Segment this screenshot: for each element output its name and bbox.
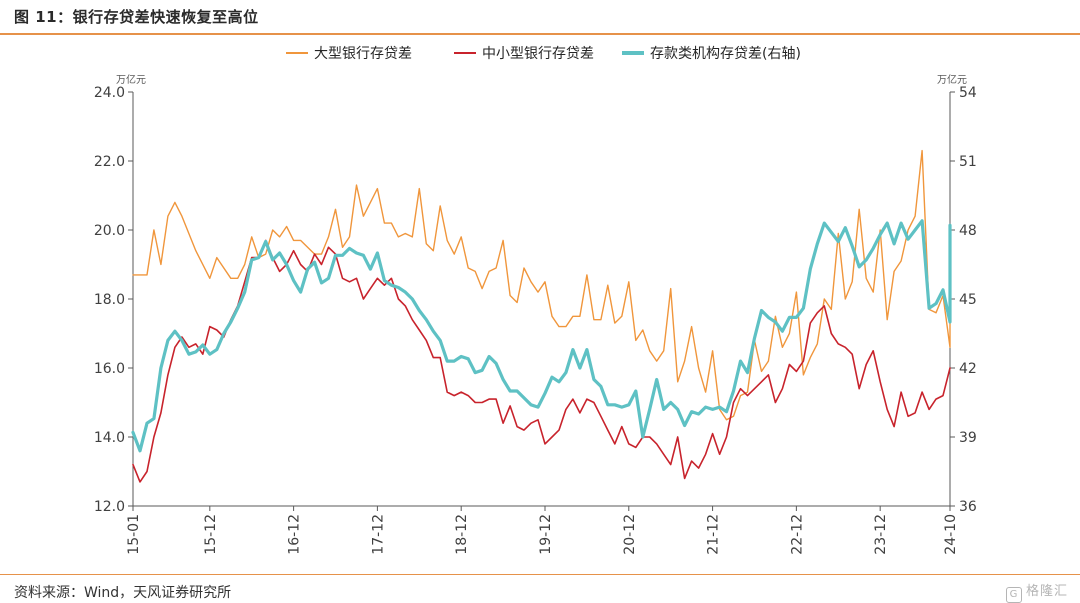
- y-right-unit-label: 万亿元: [937, 73, 967, 86]
- legend-item-small-medium-banks: 中小型银行存贷差: [454, 46, 594, 62]
- series-line-deposit-institutions: [131, 219, 952, 453]
- y-right-tick-label: 36: [959, 499, 977, 515]
- y-left-tick-label: 20.0: [94, 223, 125, 239]
- top-rule: [0, 33, 1080, 35]
- figure-title: 图 11：银行存贷差快速恢复至高位: [14, 8, 259, 26]
- axes: 12.0 14.0 16.0 18.0 20.0 22.0 24.0 36 39 42 45 48 51…: [94, 85, 977, 555]
- y-right-tick-label: 48: [959, 223, 977, 239]
- x-tick-label: 16-12: [287, 514, 303, 555]
- legend-label-deposit-institutions: 存款类机构存贷差(右轴): [650, 46, 801, 62]
- x-tick-label: 21-12: [706, 514, 722, 555]
- y-left-tick-label: 16.0: [94, 361, 125, 377]
- y-right-tick-label: 51: [959, 154, 977, 170]
- y-right-tick-label: 54: [959, 85, 977, 101]
- source-note: 资料来源：Wind，天风证券研究所: [14, 585, 232, 601]
- watermark: G 格隆汇: [1005, 580, 1068, 603]
- y-left-tick-label: 18.0: [94, 292, 125, 308]
- y-left-tick-label: 22.0: [94, 154, 125, 170]
- y-right-tick-label: 39: [959, 430, 977, 446]
- x-tick-label: 15-01: [126, 514, 142, 555]
- y-right-tick-label: 45: [959, 292, 977, 308]
- x-tick-label: 23-12: [873, 514, 889, 555]
- chart: 大型银行存贷差 中小型银行存贷差 存款类机构存贷差(右轴) 万亿元 万亿元 12.0…: [94, 46, 977, 555]
- series-layer: [131, 149, 952, 483]
- x-tick-label: 20-12: [622, 514, 638, 555]
- series-line-large-banks: [132, 149, 951, 421]
- y-left-unit-label: 万亿元: [116, 73, 146, 86]
- legend-label-large-banks: 大型银行存贷差: [314, 46, 412, 62]
- x-tick-label: 17-12: [370, 514, 386, 555]
- legend-label-small-medium-banks: 中小型银行存贷差: [482, 46, 594, 62]
- bottom-rule: [0, 574, 1080, 575]
- series-line-small-medium-banks: [132, 239, 951, 483]
- legend: 大型银行存贷差 中小型银行存贷差 存款类机构存贷差(右轴): [286, 46, 801, 62]
- watermark-logo-icon: G: [1005, 587, 1022, 603]
- watermark-text: 格隆汇: [1025, 584, 1068, 599]
- legend-item-large-banks: 大型银行存贷差: [286, 46, 412, 62]
- x-tick-label: 18-12: [454, 514, 470, 555]
- x-tick-label: 22-12: [789, 514, 805, 555]
- x-tick-label: 24-10: [943, 514, 959, 555]
- y-right-tick-label: 42: [959, 361, 977, 377]
- y-left-tick-label: 14.0: [94, 430, 125, 446]
- legend-item-deposit-institutions: 存款类机构存贷差(右轴): [622, 46, 801, 62]
- y-left-tick-label: 24.0: [94, 85, 125, 101]
- x-tick-label: 19-12: [538, 514, 554, 555]
- x-tick-label: 15-12: [203, 514, 219, 555]
- y-left-tick-label: 12.0: [94, 499, 125, 515]
